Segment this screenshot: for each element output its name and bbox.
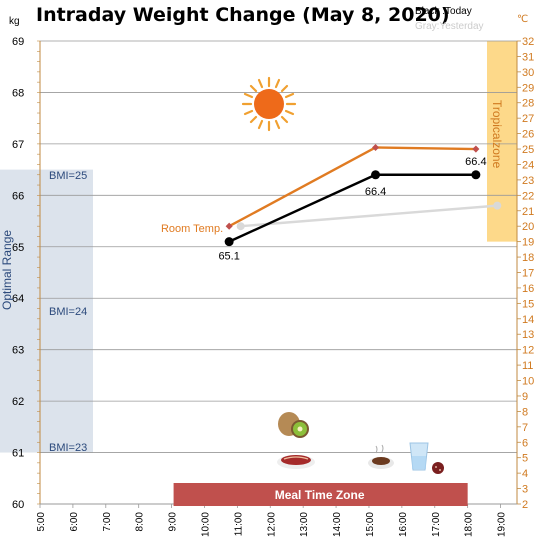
left-tick-label: 66	[12, 190, 24, 202]
right-unit-label: ℃	[517, 14, 528, 25]
optimal-range-label: Optimal Range	[0, 230, 14, 310]
left-tick-label: 67	[12, 139, 24, 151]
bmi-label-25: BMI=25	[49, 170, 87, 182]
today-point	[371, 170, 381, 180]
right-tick-label: 8	[522, 406, 528, 418]
left-tick-label: 65	[12, 242, 24, 254]
x-tick-label: 7:00	[102, 512, 113, 532]
room-temp-point	[372, 143, 380, 152]
kiwi-icon	[278, 412, 309, 438]
right-tick-label: 3	[522, 484, 528, 496]
left-tick-label: 62	[12, 396, 24, 408]
today-data-label: 65.1	[218, 251, 239, 263]
right-tick-label: 25	[522, 144, 534, 156]
steak-icon	[277, 455, 315, 469]
optimal-range-band	[0, 169, 93, 453]
right-tick-label: 22	[522, 190, 534, 202]
left-tick-label: 61	[12, 448, 24, 460]
x-tick-label: 18:00	[464, 512, 475, 537]
sun-icon	[241, 76, 297, 132]
bmi-label-23: BMI=23	[49, 442, 87, 454]
x-tick-label: 6:00	[69, 512, 80, 532]
x-tick-label: 15:00	[365, 512, 376, 537]
room-temp-point	[225, 222, 233, 230]
right-tick-label: 14	[522, 314, 534, 326]
room-temp-point	[472, 145, 480, 153]
right-tick-label: 18	[522, 252, 534, 264]
series-line-today	[228, 173, 476, 243]
right-tick-label: 32	[522, 36, 534, 48]
right-tick-label: 20	[522, 221, 534, 233]
tropical-zone-band	[487, 41, 517, 242]
right-tick-label: 16	[522, 283, 534, 295]
x-tick-label: 19:00	[497, 512, 508, 537]
right-tick-label: 24	[522, 159, 534, 171]
x-tick-label: 8:00	[135, 512, 146, 532]
x-tick-label: 11:00	[233, 512, 244, 537]
right-tick-label: 31	[522, 51, 534, 63]
right-tick-label: 17	[522, 268, 534, 280]
right-tick-label: 15	[522, 298, 534, 310]
right-tick-label: 10	[522, 376, 534, 388]
gridlines	[40, 40, 517, 505]
right-tick-label: 11	[522, 360, 533, 372]
left-tick-label: 63	[12, 345, 24, 357]
x-tick-label: 12:00	[266, 512, 277, 537]
sausage-icon	[432, 462, 444, 474]
left-tick-label: 69	[12, 36, 24, 48]
right-tick-label: 9	[522, 391, 528, 403]
x-tick-labels: 5:00 6:00 7:00 8:00 9:00 10:00 11:00 12:00 13:00…	[36, 504, 508, 537]
yesterday-point	[493, 201, 502, 210]
x-tick-label: 5:00	[36, 512, 47, 532]
left-tick-label: 64	[12, 293, 24, 305]
right-tick-label: 21	[522, 206, 534, 218]
right-tick-label: 4	[522, 468, 528, 480]
yesterday-point	[236, 222, 245, 231]
today-point	[471, 170, 481, 180]
right-tick-label: 23	[522, 175, 534, 187]
legend-yesterday: Gray:Yesterday	[415, 21, 484, 32]
right-tick-label: 6	[522, 437, 528, 449]
bmi-label-24: BMI=24	[49, 306, 87, 318]
x-tick-label: 10:00	[200, 512, 211, 537]
right-tick-label: 27	[522, 113, 534, 125]
right-tick-label: 2	[522, 499, 528, 511]
right-tick-label: 29	[522, 82, 534, 94]
right-tick-labels: 2345678910111213141516171819202122232425…	[517, 36, 534, 511]
series-layer: 65.1 66.4 66.4	[218, 143, 502, 263]
water-glass-icon	[409, 442, 429, 471]
right-tick-label: 26	[522, 129, 534, 141]
x-tick-label: 16:00	[398, 512, 409, 537]
meal-time-zone-band	[173, 483, 468, 506]
chart-title: Intraday Weight Change (May 8, 2020)	[36, 4, 450, 26]
series-line-yesterday	[240, 204, 498, 228]
x-tick-label: 17:00	[431, 512, 442, 537]
x-tick-label: 13:00	[299, 512, 310, 537]
today-data-label: 66.4	[365, 186, 386, 198]
today-data-label: 66.4	[465, 156, 486, 168]
today-point	[224, 237, 234, 247]
left-tick-labels: 60 61 62 63 64 65 66 67 68 69	[12, 36, 40, 511]
left-tick-label: 68	[12, 87, 24, 99]
meal-time-zone-label: Meal Time Zone	[275, 488, 365, 502]
tropical-zone-label: Tropicalzone	[490, 100, 504, 169]
right-tick-label: 28	[522, 98, 534, 110]
right-tick-label: 30	[522, 67, 534, 79]
right-tick-label: 7	[522, 422, 528, 434]
legend-today: Black :Today	[415, 6, 472, 17]
left-unit-label: kg	[9, 16, 20, 27]
room-temp-label: Room Temp.	[161, 223, 223, 235]
x-tick-label: 14:00	[332, 512, 343, 537]
x-tick-label: 9:00	[168, 512, 179, 532]
right-tick-label: 12	[522, 345, 534, 357]
right-tick-label: 5	[522, 453, 528, 465]
series-line-room-temp-	[228, 146, 476, 228]
right-tick-label: 19	[522, 237, 534, 249]
right-tick-label: 13	[522, 329, 534, 341]
soup-icon	[368, 444, 394, 469]
left-tick-label: 60	[12, 499, 24, 511]
